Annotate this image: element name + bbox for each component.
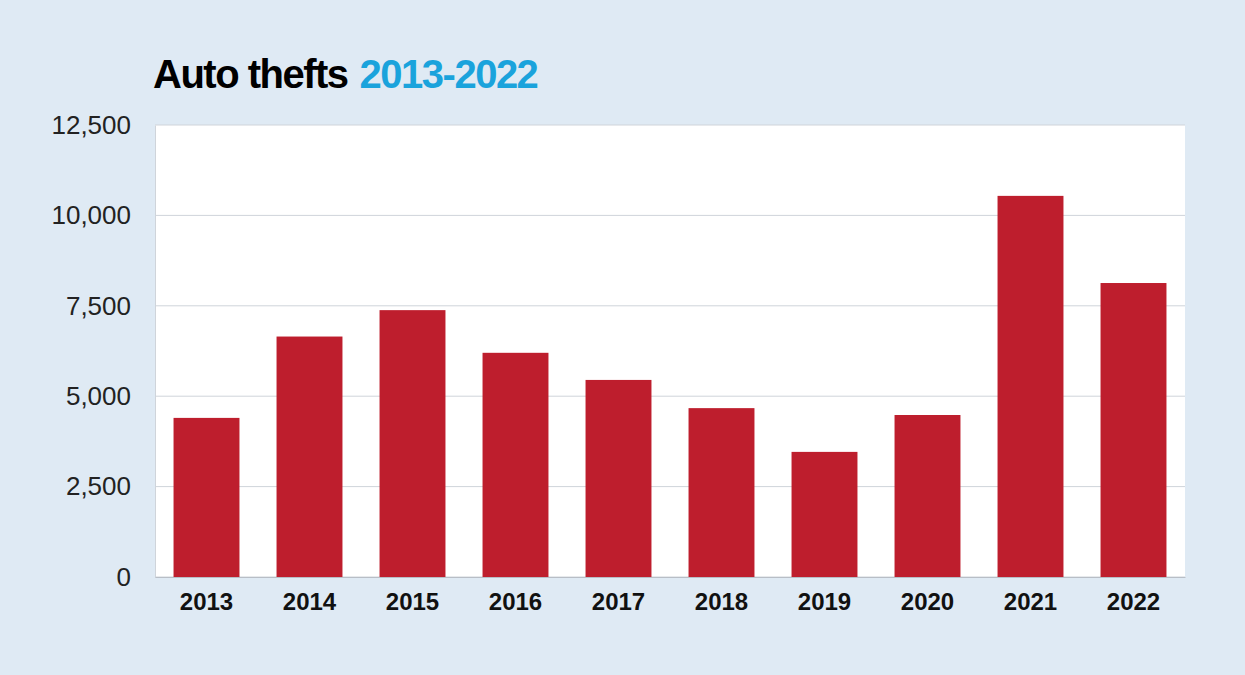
x-tick: 2013 xyxy=(180,577,233,615)
y-tick-label: 5,000 xyxy=(66,381,131,411)
bar xyxy=(1101,283,1167,577)
x-axis-line xyxy=(156,577,1186,578)
x-tick-label: 2020 xyxy=(901,588,954,615)
x-tick: 2022 xyxy=(1107,577,1160,615)
y-tick: 7,500 xyxy=(66,291,155,321)
x-tick-label: 2021 xyxy=(1004,588,1057,615)
subtitle: 2013-2022 xyxy=(360,52,538,96)
bar xyxy=(792,452,858,577)
x-tick: 2014 xyxy=(283,577,337,615)
chart: 0 2,500 5,000 7,500 10,000 12,500 2013 2014 2015… xyxy=(0,0,1245,675)
y-tick: 2,500 xyxy=(66,471,155,501)
bar xyxy=(586,380,652,577)
bar xyxy=(277,337,343,577)
background xyxy=(0,0,1245,675)
x-axis: 2013 2014 2015 2016 2017 2018 2019 2020 2021 2022 xyxy=(156,577,1186,615)
y-tick-label: 7,500 xyxy=(66,291,131,321)
y-tick: 12,500 xyxy=(51,110,155,140)
y-axis: 0 2,500 5,000 7,500 10,000 12,500 xyxy=(51,110,155,592)
bar xyxy=(895,415,961,577)
y-tick: 10,000 xyxy=(51,200,155,230)
y-tick-label: 10,000 xyxy=(51,200,131,230)
x-tick-label: 2015 xyxy=(386,588,439,615)
grid-line xyxy=(155,125,1185,126)
x-tick-label: 2013 xyxy=(180,588,233,615)
bar xyxy=(998,196,1064,577)
x-tick: 2017 xyxy=(592,577,645,615)
x-tick: 2019 xyxy=(798,577,851,615)
y-tick-label: 2,500 xyxy=(66,471,131,501)
bar xyxy=(689,408,755,577)
x-tick: 2020 xyxy=(901,577,954,615)
x-tick-label: 2014 xyxy=(283,588,337,615)
grid xyxy=(155,125,1185,577)
x-tick: 2016 xyxy=(489,577,542,615)
x-tick-label: 2017 xyxy=(592,588,645,615)
x-tick: 2015 xyxy=(386,577,439,615)
x-tick-label: 2022 xyxy=(1107,588,1160,615)
y-axis-line xyxy=(155,126,156,578)
title: Auto thefts xyxy=(153,52,348,96)
x-tick-label: 2016 xyxy=(489,588,542,615)
bar xyxy=(483,353,549,577)
bar xyxy=(174,418,240,577)
y-tick: 0 xyxy=(117,562,155,592)
y-tick-label: 0 xyxy=(117,562,131,592)
y-tick-label: 12,500 xyxy=(51,110,131,140)
x-tick-label: 2018 xyxy=(695,588,748,615)
bar xyxy=(380,310,446,577)
plot-area xyxy=(155,125,1185,577)
x-tick: 2018 xyxy=(695,577,748,615)
x-tick: 2021 xyxy=(1004,577,1057,615)
bars xyxy=(174,196,1167,577)
x-tick-label: 2019 xyxy=(798,588,851,615)
y-tick: 5,000 xyxy=(66,381,155,411)
